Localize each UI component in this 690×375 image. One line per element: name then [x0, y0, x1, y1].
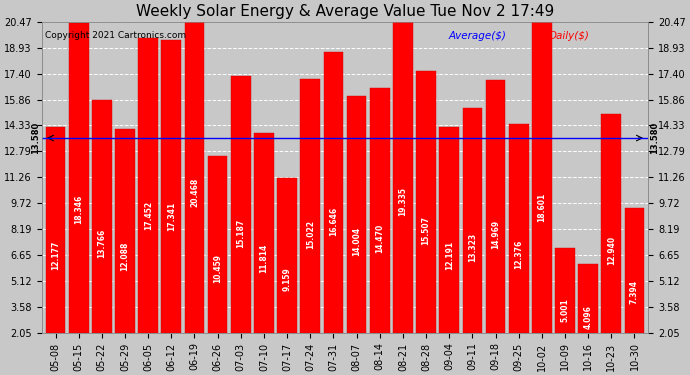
- Bar: [486, 80, 505, 333]
- Text: 17.452: 17.452: [144, 201, 152, 230]
- Bar: [440, 127, 459, 333]
- Bar: [138, 38, 158, 333]
- Bar: [277, 178, 297, 333]
- Bar: [208, 156, 228, 333]
- Text: 7.394: 7.394: [630, 280, 639, 304]
- Text: 12.177: 12.177: [51, 241, 60, 270]
- Text: 11.814: 11.814: [259, 244, 268, 273]
- Text: 12.940: 12.940: [607, 236, 615, 264]
- Bar: [231, 76, 250, 333]
- Text: 18.346: 18.346: [75, 194, 83, 224]
- Text: 18.601: 18.601: [538, 192, 546, 222]
- Text: 19.335: 19.335: [398, 187, 407, 216]
- Text: 13.766: 13.766: [97, 229, 106, 258]
- Title: Weekly Solar Energy & Average Value Tue Nov 2 17:49: Weekly Solar Energy & Average Value Tue …: [136, 4, 554, 19]
- Bar: [324, 52, 343, 333]
- Bar: [161, 40, 181, 333]
- Text: 13.580: 13.580: [31, 122, 40, 154]
- Text: Average($): Average($): [448, 31, 506, 41]
- Text: Copyright 2021 Cartronics.com: Copyright 2021 Cartronics.com: [45, 31, 186, 40]
- Bar: [92, 100, 112, 333]
- Text: 16.646: 16.646: [329, 207, 338, 236]
- Bar: [624, 208, 644, 333]
- Text: 12.376: 12.376: [514, 240, 523, 269]
- Bar: [393, 6, 413, 333]
- Text: 4.096: 4.096: [584, 305, 593, 329]
- Bar: [555, 248, 575, 333]
- Text: 14.470: 14.470: [375, 224, 384, 253]
- Bar: [185, 0, 204, 333]
- Text: 5.001: 5.001: [560, 298, 569, 322]
- Bar: [69, 23, 88, 333]
- Text: 10.459: 10.459: [213, 254, 222, 284]
- Text: 9.159: 9.159: [283, 267, 292, 291]
- Bar: [254, 133, 274, 333]
- Bar: [462, 108, 482, 333]
- Bar: [509, 124, 529, 333]
- Text: 15.187: 15.187: [236, 218, 245, 248]
- Bar: [416, 71, 436, 333]
- Text: 12.088: 12.088: [121, 242, 130, 271]
- Text: Daily($): Daily($): [549, 31, 589, 41]
- Bar: [532, 19, 552, 333]
- Text: 13.323: 13.323: [468, 232, 477, 262]
- Bar: [370, 88, 390, 333]
- Bar: [115, 129, 135, 333]
- Text: 20.468: 20.468: [190, 178, 199, 207]
- Text: 13.580: 13.580: [650, 122, 659, 154]
- Text: 14.969: 14.969: [491, 220, 500, 249]
- Bar: [578, 264, 598, 333]
- Text: 15.022: 15.022: [306, 220, 315, 249]
- Text: 14.004: 14.004: [352, 227, 361, 256]
- Text: 12.191: 12.191: [445, 241, 454, 270]
- Bar: [46, 127, 66, 333]
- Bar: [602, 114, 621, 333]
- Text: 15.507: 15.507: [422, 216, 431, 245]
- Text: 17.341: 17.341: [167, 202, 176, 231]
- Bar: [347, 96, 366, 333]
- Bar: [300, 79, 320, 333]
